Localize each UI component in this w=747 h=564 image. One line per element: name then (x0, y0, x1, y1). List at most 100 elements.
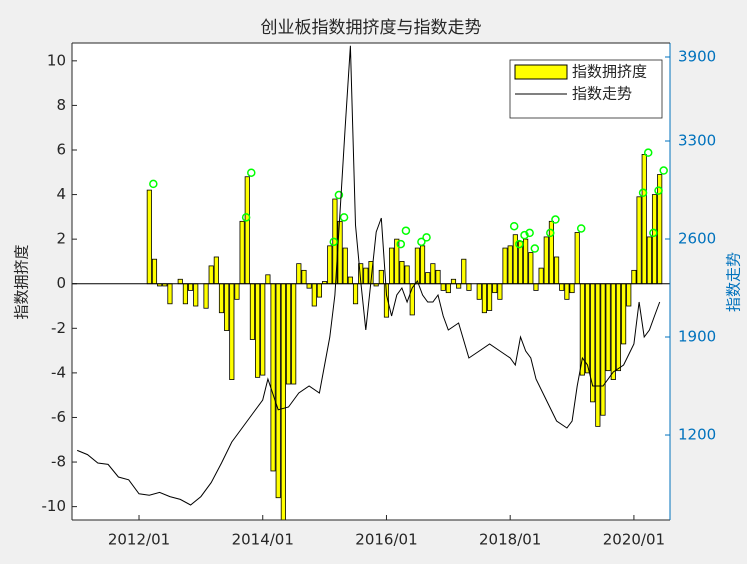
bar (389, 247, 395, 285)
bar (487, 283, 493, 311)
bar (167, 283, 173, 305)
signal-marker (520, 230, 529, 240)
bar (188, 283, 194, 291)
y-tick-label: 2 (56, 230, 66, 248)
y-tick-label: -2 (51, 319, 66, 337)
bar (260, 283, 266, 376)
bar (378, 269, 384, 285)
bar (229, 283, 235, 380)
legend-label: 指数拥挤度 (572, 63, 647, 81)
y-tick-label: 4 (56, 185, 66, 203)
bar (610, 283, 616, 380)
bar (507, 245, 513, 285)
bar (213, 256, 219, 285)
bar (193, 283, 199, 307)
signal-marker (525, 228, 534, 238)
signal-marker (241, 213, 251, 222)
bar (203, 283, 209, 309)
signal-marker (546, 228, 555, 238)
bar (651, 194, 658, 285)
bar (347, 276, 353, 285)
bar (579, 283, 585, 376)
bar (502, 247, 508, 285)
bar (621, 283, 627, 345)
bar (342, 247, 348, 285)
bar (440, 283, 446, 291)
signal-marker (509, 221, 519, 231)
signal-marker (649, 228, 658, 238)
signal-marker (643, 148, 653, 157)
bar (249, 283, 255, 340)
x-tick-label: 2012/01 (108, 531, 170, 549)
bar (497, 283, 503, 300)
x-tick-label: 2014/01 (232, 531, 294, 549)
bar (445, 283, 451, 294)
bar (466, 283, 472, 291)
bar (631, 269, 637, 285)
y-tick-label: -6 (51, 408, 66, 426)
signal-marker (334, 190, 344, 200)
signal-marker (396, 239, 406, 249)
bar (425, 272, 431, 285)
bar (146, 189, 152, 285)
bar (419, 245, 426, 285)
bar (280, 283, 286, 521)
signal-marker (401, 226, 411, 235)
x-tick-label: 2016/01 (355, 531, 417, 549)
bar (584, 283, 591, 374)
signal-marker (654, 186, 663, 195)
y2-tick-label: 2600 (678, 230, 716, 248)
y2-tick-label: 3300 (678, 132, 716, 150)
bar (657, 174, 663, 285)
bar (492, 283, 498, 294)
signal-marker (149, 179, 158, 189)
bar (275, 283, 281, 499)
signal-marker (551, 215, 560, 224)
bar (352, 283, 359, 305)
bar (224, 283, 230, 331)
bar (177, 278, 183, 285)
bar (559, 283, 565, 291)
bar (414, 247, 420, 285)
bar (151, 258, 158, 285)
bar (182, 283, 188, 305)
x-tick-label: 2020/01 (603, 531, 665, 549)
y-tick-label: -4 (51, 363, 66, 381)
legend-swatch (514, 64, 568, 80)
bar (554, 256, 560, 285)
signal-marker (515, 239, 524, 249)
y-tick-label: 0 (56, 274, 66, 292)
bar (605, 283, 611, 372)
legend-label: 指数走势 (572, 85, 632, 103)
bar (316, 283, 323, 298)
signal-marker (339, 213, 349, 222)
bar (595, 283, 601, 427)
y2-tick-label: 1200 (678, 426, 716, 444)
bar (636, 196, 642, 285)
y2-tick-label: 1900 (678, 328, 716, 346)
y2-axis-label: 指数走势 (725, 252, 743, 312)
bar (234, 283, 240, 300)
y-tick-label: 6 (56, 140, 66, 158)
bar (363, 267, 369, 285)
bar (543, 236, 549, 285)
bar (404, 265, 410, 285)
y-tick-label: -8 (51, 453, 66, 471)
bar (646, 236, 652, 285)
bar (533, 283, 539, 291)
bar (291, 283, 297, 385)
bar (615, 283, 622, 372)
bar (430, 263, 436, 285)
signal-marker (329, 237, 339, 247)
y-tick-label: 8 (56, 96, 66, 114)
bar (626, 283, 632, 307)
bar (218, 283, 225, 314)
signal-marker (530, 244, 540, 253)
chart-title: 创业板指数拥挤度与指数走势 (261, 18, 482, 38)
signal-marker (247, 168, 256, 177)
bar (208, 265, 214, 285)
signal-marker (417, 237, 426, 247)
bar (270, 283, 276, 472)
bar (456, 283, 462, 289)
